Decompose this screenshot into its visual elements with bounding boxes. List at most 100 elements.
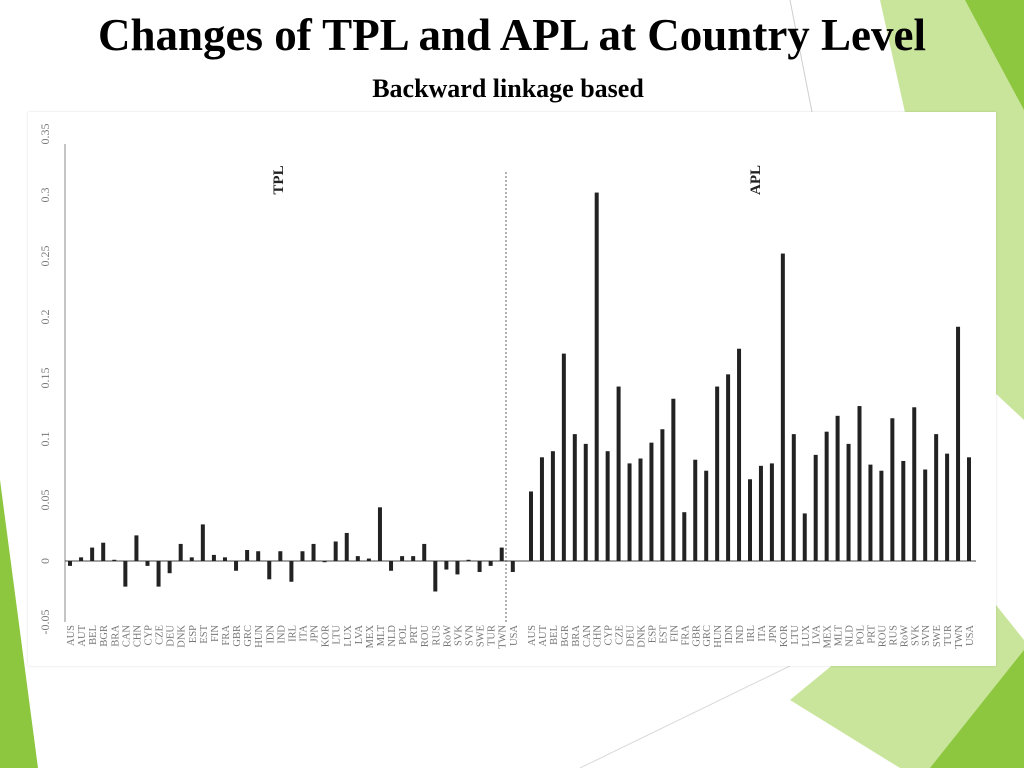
bar-tpl-bra (112, 559, 117, 561)
x-tick-label: LUX (343, 625, 354, 647)
x-tick-label: IRL (287, 625, 298, 642)
x-tick-label: FRA (680, 625, 691, 646)
x-tick-label: ITA (757, 625, 768, 642)
bar-apl-aus (529, 491, 533, 561)
x-tick-label: AUS (66, 625, 77, 646)
bar-tpl-rus (433, 561, 438, 592)
x-tick-label: BGR (560, 625, 571, 647)
bar-apl-dnk (638, 458, 643, 561)
bar-apl-mlt (835, 415, 840, 561)
bar-apl-mex (824, 431, 829, 561)
x-tick-label: TWN (498, 625, 509, 649)
x-tick-label: AUT (77, 624, 88, 646)
x-tick-label: IRL (746, 625, 757, 642)
x-tick-label: FIN (669, 625, 680, 642)
bar-tpl-ltu (333, 541, 338, 561)
bar-apl-ind (737, 348, 742, 561)
x-tick-label: PRT (866, 624, 877, 643)
bar-tpl-mex (366, 558, 371, 561)
x-tick-label: LTU (332, 625, 343, 645)
x-tick-label: SVK (910, 625, 921, 646)
y-tick-label: 0.15 (38, 368, 52, 389)
x-tick-label: POL (398, 625, 409, 645)
x-tick-label: POL (856, 625, 867, 645)
x-tick-label: IND (735, 625, 746, 644)
x-tick-label: LVA (354, 625, 365, 645)
bar-apl-row (901, 460, 906, 561)
green-stripe-right-dark (965, 0, 1024, 110)
x-tick-label: NLD (845, 625, 856, 647)
x-tick-label: GRC (243, 625, 254, 647)
bar-tpl-hun (256, 551, 261, 561)
x-tick-label: PRT (409, 624, 420, 643)
x-tick-label: IND (276, 625, 287, 644)
bar-tpl-bgr (101, 542, 106, 561)
decor-line-bottom (579, 665, 791, 768)
bar-apl-lva (813, 454, 818, 561)
x-tick-label: CAN (582, 625, 593, 648)
bar-tpl-prt (411, 556, 416, 561)
x-tick-label: IDN (724, 625, 735, 644)
x-tick-label: ESP (647, 625, 658, 643)
bar-tpl-esp (189, 557, 194, 561)
x-tick-label: GBR (691, 625, 702, 647)
slide-title: Changes of TPL and APL at Country Level (97, 10, 927, 60)
bar-apl-bel (550, 451, 555, 561)
series-label-apl: APL (748, 165, 764, 195)
x-tick-label: GBR (232, 625, 243, 647)
bar-apl-rus (890, 418, 895, 561)
x-tick-label: ESP (188, 625, 199, 643)
x-tick-label: JPN (310, 625, 321, 643)
x-tick-label: ROU (877, 625, 888, 648)
y-tick-label: 0.35 (38, 124, 52, 145)
x-tick-label: RUS (888, 625, 899, 646)
x-tick-label: MLT (834, 624, 845, 646)
bar-apl-nld (846, 443, 851, 561)
x-tick-label: DEU (626, 625, 637, 647)
x-tick-label: RUS (431, 625, 442, 646)
bar-apl-can (583, 443, 588, 561)
x-tick-label: MEX (365, 625, 376, 649)
bar-apl-fin (671, 398, 676, 561)
x-tick-label: DEU (166, 625, 177, 647)
x-tick-label: USA (965, 625, 976, 646)
x-tick-label: KOR (779, 625, 790, 647)
bar-apl-bgr (561, 353, 566, 561)
x-tick-label: AUT (538, 624, 549, 646)
bar-tpl-dnk (178, 543, 183, 561)
bar-apl-tur (945, 453, 950, 561)
x-tick-label: TWN (954, 625, 965, 649)
bar-tpl-deu (167, 561, 172, 574)
bar-tpl-usa (510, 561, 515, 572)
bar-apl-prt (868, 464, 873, 561)
x-tick-label: TUR (943, 625, 954, 646)
bar-tpl-can (123, 561, 128, 587)
bar-tpl-grc (245, 550, 250, 561)
x-tick-label: EST (658, 624, 669, 643)
x-tick-label: HUN (254, 625, 265, 648)
x-tick-label: JPN (768, 625, 779, 643)
bar-tpl-fin (211, 554, 216, 561)
bar-apl-aut (539, 457, 544, 561)
bar-tpl-ind (278, 551, 283, 561)
bar-apl-irl (748, 479, 752, 561)
decor-line-top (789, 0, 813, 113)
bar-tpl-swe (477, 561, 482, 572)
x-tick-label: CHN (593, 625, 604, 648)
x-tick-label: SWE (476, 625, 487, 647)
x-tick-label: RoW (899, 625, 910, 647)
bar-apl-cze (616, 386, 621, 561)
bar-tpl-cyp (145, 561, 150, 566)
bar-tpl-cze (156, 561, 161, 587)
bar-tpl-rou (422, 543, 427, 561)
bar-apl-swe (934, 434, 939, 561)
bar-apl-ita (758, 465, 763, 561)
bar-apl-jpn (769, 463, 774, 561)
bar-apl-twn (956, 326, 961, 561)
x-tick-label: GRC (702, 625, 713, 647)
bar-apl-fra (682, 512, 687, 561)
bar-apl-rou (879, 470, 884, 561)
bar-tpl-pol (400, 556, 405, 561)
bar-tpl-irl (289, 561, 294, 582)
bar-tpl-aus (68, 561, 72, 566)
